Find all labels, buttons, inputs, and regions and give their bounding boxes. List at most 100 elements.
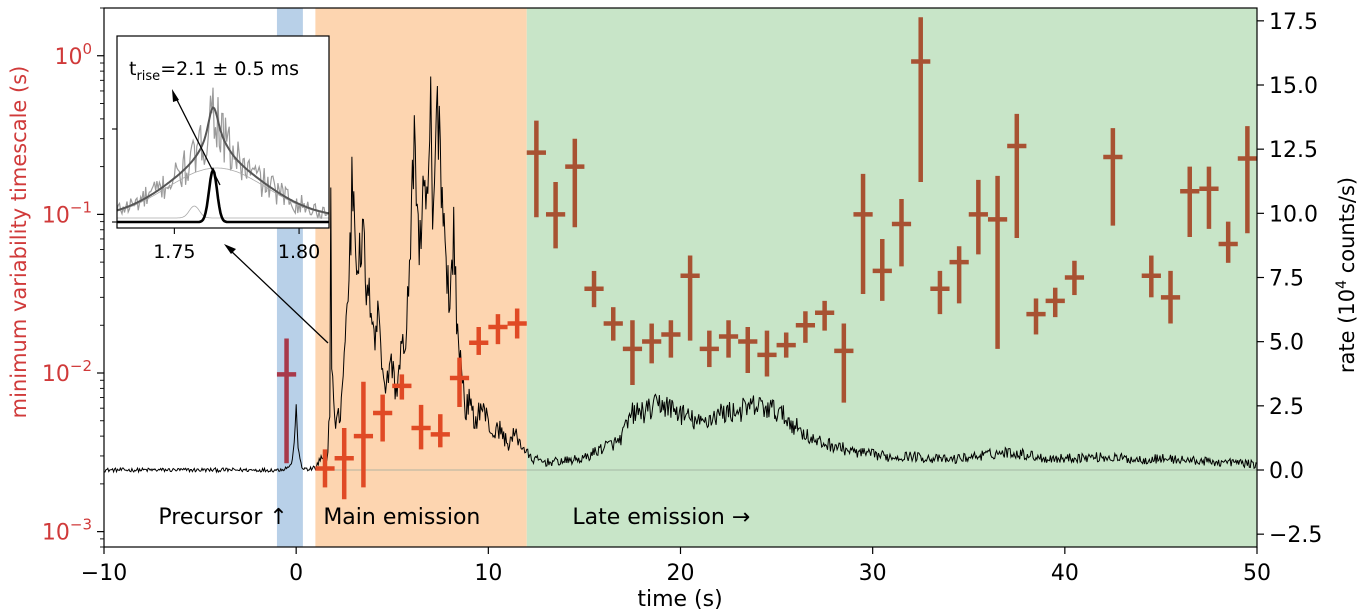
mvt-point-26	[795, 311, 816, 343]
right-y-tick-label: −2.5	[1269, 523, 1322, 548]
right-y-tick-label: 12.5	[1269, 138, 1318, 163]
mvt-point-42	[1141, 255, 1161, 298]
mvt-point-1	[315, 449, 335, 488]
left-y-tick-label: 10−3	[42, 516, 92, 546]
mvt-point-5	[392, 374, 412, 400]
inset-panel: 1.75 1.80 trise=2.1 ± 0.5 ms	[112, 35, 330, 263]
mvt-point-8	[449, 357, 470, 408]
region-labels: Precursor ↑ Main emission Late emission →	[158, 505, 750, 530]
region-label-0: Precursor ↑	[158, 505, 287, 530]
right-y-axis-label-suffix: counts/s)	[1335, 177, 1359, 280]
right-y-tick-label: 5.0	[1269, 331, 1304, 356]
region-label-1: Main emission	[323, 505, 480, 530]
inset-x-tick-label: 1.75	[153, 241, 195, 263]
x-axis-label: time (s)	[637, 587, 722, 612]
right-y-tick-label: 15.0	[1269, 74, 1318, 99]
mvt-points	[276, 17, 1257, 500]
emission-regions	[276, 8, 1257, 547]
right-y-tick-label: 10.0	[1269, 202, 1318, 227]
mvt-point-31	[891, 199, 912, 267]
mvt-point-16	[603, 307, 623, 341]
inset-pointer-arrow	[229, 249, 329, 344]
mvt-point-9	[469, 326, 489, 355]
left-y-tick-base: 10	[42, 521, 70, 546]
right-y-axis-label-exp: 4	[1334, 280, 1350, 289]
x-tick-label: −10	[81, 561, 127, 586]
inset-label-main: t	[129, 58, 136, 80]
right-y-axis-label-prefix: rate (10	[1335, 289, 1359, 373]
mvt-point-36	[987, 175, 1008, 349]
mvt-point-0	[276, 338, 297, 464]
mvt-point-33	[930, 270, 950, 315]
mvt-point-32	[911, 17, 931, 182]
left-y-axis-label: minimum variability timescale (s)	[7, 66, 31, 419]
mvt-point-14	[565, 138, 585, 228]
mvt-point-45	[1199, 166, 1219, 229]
right-y-axis: −2.5 0.0 2.5 5.0 7.5 10.0 12.5 15.0 17.5	[1257, 10, 1322, 548]
mvt-point-19	[661, 320, 681, 358]
mvt-point-12	[526, 120, 546, 218]
mvt-point-34	[949, 246, 969, 304]
region-band-1	[315, 8, 527, 547]
mvt-point-46	[1218, 221, 1238, 263]
mvt-point-29	[853, 173, 873, 294]
mvt-point-44	[1180, 166, 1200, 238]
mvt-point-43	[1160, 270, 1181, 324]
mvt-point-40	[1064, 260, 1085, 296]
inset-rise-time-label: trise=2.1 ± 0.5 ms	[129, 58, 299, 84]
mvt-point-24	[757, 330, 777, 377]
left-y-tick-base: 10	[42, 362, 70, 387]
mvt-point-13	[545, 181, 566, 249]
mvt-point-4	[373, 394, 393, 442]
inset-curves	[116, 87, 330, 224]
inset-data-curve	[116, 87, 330, 219]
mvt-point-28	[834, 323, 854, 403]
inset-label-arrow	[174, 95, 221, 186]
left-y-tick-label: 10−2	[42, 357, 92, 387]
inset-frame	[116, 35, 330, 229]
mvt-point-18	[642, 323, 662, 364]
mvt-point-22	[718, 320, 739, 358]
mvt-point-20	[680, 255, 700, 341]
mvt-point-11	[507, 308, 527, 339]
region-band-2	[526, 8, 1257, 547]
mvt-point-15	[584, 270, 604, 308]
left-y-tick-base: 10	[54, 45, 82, 70]
right-y-tick-label: 17.5	[1269, 10, 1318, 35]
x-tick-label: 30	[859, 561, 887, 586]
inset-fit-curve	[116, 106, 330, 215]
right-y-tick-label: 2.5	[1269, 395, 1304, 420]
light-curve	[104, 76, 1258, 474]
mvt-point-41	[1103, 128, 1123, 226]
left-y-tick-exp: 0	[82, 40, 92, 58]
mvt-point-3	[353, 381, 374, 488]
left-y-tick-base: 10	[42, 203, 70, 228]
inset-x-axis: 1.75 1.80	[112, 128, 320, 263]
x-tick-label: 40	[1051, 561, 1079, 586]
mvt-point-21	[699, 330, 719, 368]
right-y-tick-label: 0.0	[1269, 459, 1304, 484]
inset-pulse-component	[117, 167, 329, 224]
x-axis: −10 0 10 20 30 40 50	[81, 547, 1271, 586]
mvt-point-25	[776, 332, 796, 358]
mvt-point-47	[1237, 126, 1257, 234]
mvt-point-17	[622, 320, 643, 386]
mvt-point-7	[430, 414, 450, 448]
mvt-point-30	[872, 238, 892, 301]
inset-label-value: =2.1 ± 0.5 ms	[160, 58, 299, 80]
x-tick-label: 0	[289, 561, 303, 586]
mvt-point-39	[1045, 287, 1065, 318]
inset-broad-component	[116, 167, 330, 215]
left-y-tick-exp: −1	[70, 198, 92, 216]
mvt-point-6	[411, 404, 431, 450]
mvt-point-37	[1007, 113, 1027, 238]
right-y-axis-label: rate (104 counts/s)	[1334, 177, 1359, 373]
mvt-point-35	[968, 179, 988, 255]
mvt-point-2	[334, 428, 354, 500]
mvt-point-10	[488, 314, 508, 345]
left-y-tick-label: 10−1	[42, 198, 92, 228]
inset-x-tick-label: 1.80	[278, 241, 320, 263]
left-y-tick-exp: −3	[70, 516, 92, 534]
